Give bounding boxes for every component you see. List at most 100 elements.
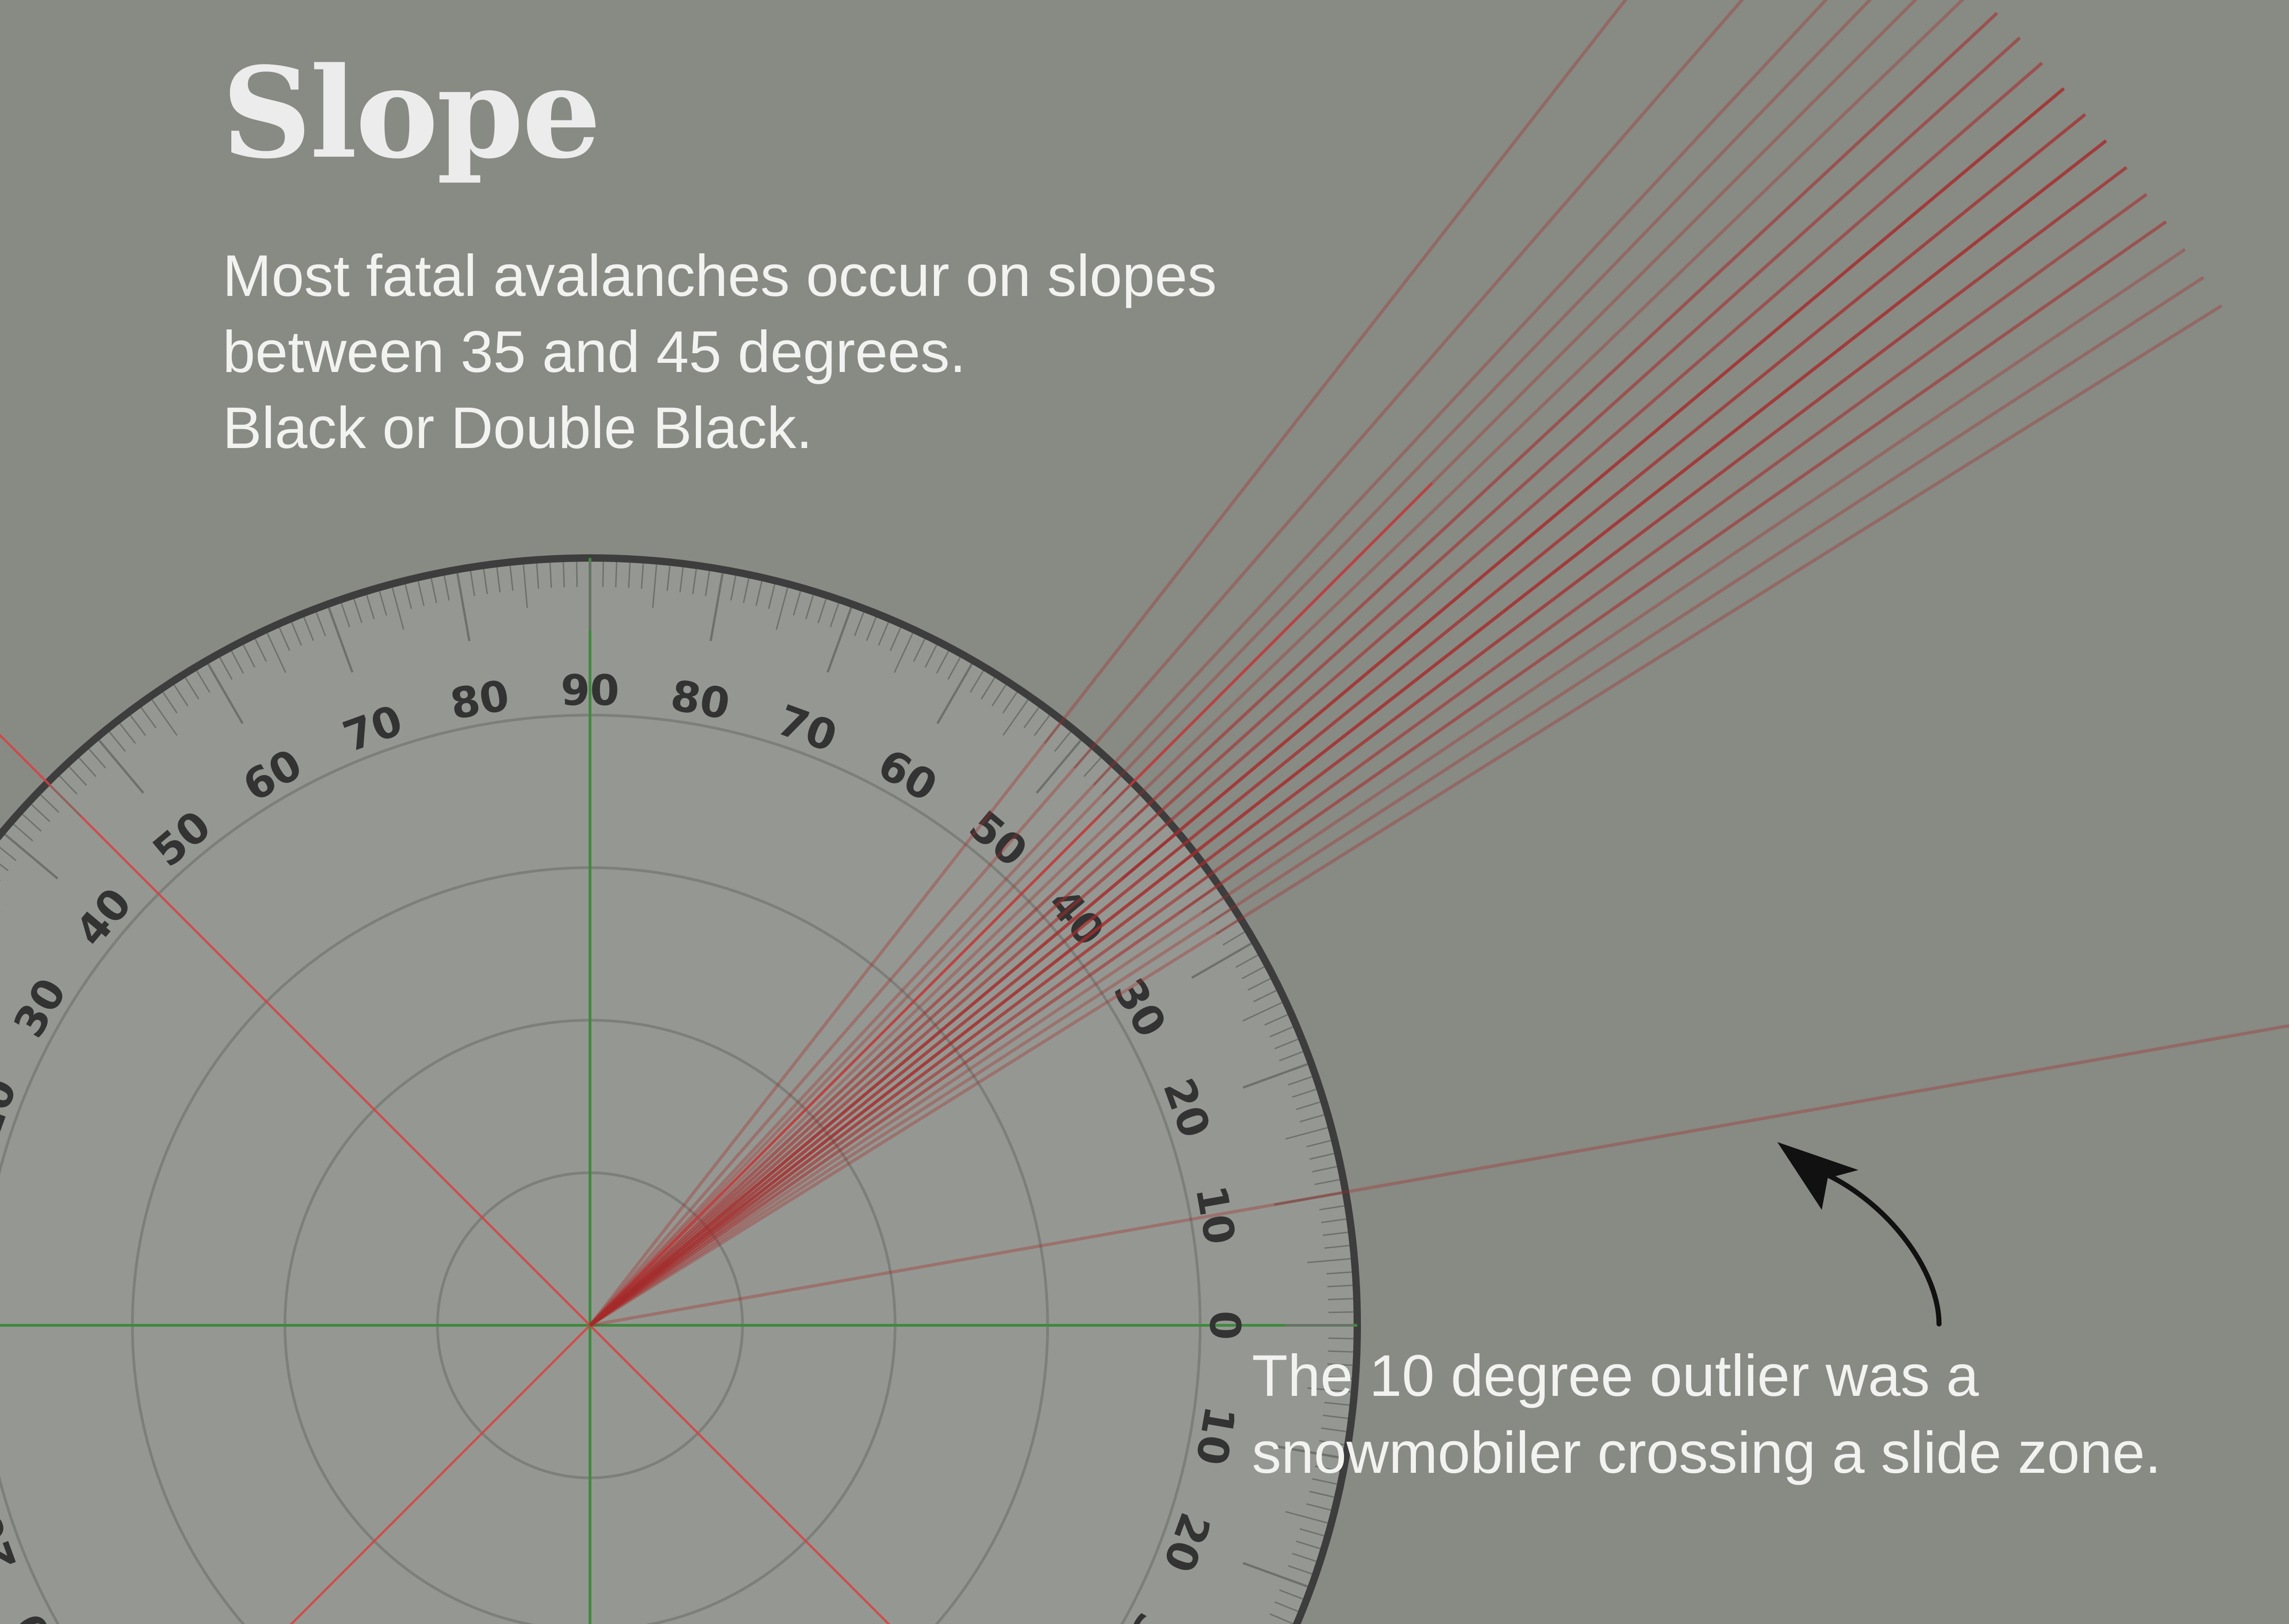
degree-tick bbox=[1202, 897, 1224, 913]
slope-ray bbox=[589, 0, 1965, 1327]
degree-tick bbox=[1138, 814, 1158, 832]
degree-tick bbox=[1179, 865, 1201, 882]
degree-tick bbox=[59, 775, 78, 795]
degree-tick bbox=[1315, 1465, 1340, 1472]
degree-tick bbox=[1247, 978, 1271, 991]
slope-ray bbox=[589, 139, 2107, 1327]
degree-tick bbox=[1288, 1565, 1312, 1575]
degree-tick bbox=[1102, 775, 1121, 795]
degree-tick bbox=[1002, 699, 1029, 736]
degree-tick bbox=[817, 599, 827, 623]
slope-ray bbox=[589, 139, 2107, 1327]
slope-ray bbox=[589, 139, 2107, 1327]
slope-ray bbox=[590, 1024, 2289, 1327]
degree-tick bbox=[1327, 1363, 1353, 1366]
slope-ray bbox=[589, 0, 1744, 1327]
degree-tick bbox=[119, 723, 136, 744]
degree-tick bbox=[1098, 785, 1131, 817]
slope-ray bbox=[589, 166, 2128, 1327]
protractor-face bbox=[0, 558, 1357, 1624]
degree-tick bbox=[893, 633, 913, 673]
slope-ray bbox=[589, 139, 2107, 1327]
degree-tick bbox=[267, 633, 287, 673]
degree-tick bbox=[776, 587, 788, 630]
degree-tick bbox=[1274, 1039, 1299, 1050]
slope-ray bbox=[589, 0, 1628, 1327]
degree-tick bbox=[162, 692, 178, 714]
slope-ray bbox=[589, 166, 2128, 1327]
slope-ray bbox=[589, 87, 2065, 1327]
degree-tick bbox=[1319, 1205, 1344, 1211]
degree-tick bbox=[709, 573, 724, 641]
annotation-arrow-shaft bbox=[1820, 1170, 1942, 1327]
slope-ray bbox=[589, 113, 2087, 1327]
degree-tick bbox=[69, 766, 87, 786]
degree-tick bbox=[379, 591, 388, 616]
degree-tick bbox=[1328, 1350, 1354, 1353]
slope-ray bbox=[589, 12, 1999, 1327]
degree-tick bbox=[878, 622, 889, 646]
degree-tick bbox=[1306, 1140, 1331, 1148]
slope-ray bbox=[589, 61, 2043, 1327]
degree-tick bbox=[1023, 707, 1040, 728]
degree-tick bbox=[705, 571, 710, 596]
slope-ray bbox=[589, 87, 2065, 1327]
axis-lines-layer bbox=[0, 482, 1433, 1624]
slope-ray bbox=[589, 113, 2087, 1327]
degree-tick bbox=[755, 581, 763, 606]
degree-tick bbox=[456, 573, 471, 641]
degree-tick bbox=[1296, 1540, 1321, 1549]
degree-label: 10 bbox=[1186, 1182, 1245, 1248]
degree-label: 0 bbox=[1201, 1311, 1250, 1340]
slope-ray bbox=[589, 113, 2087, 1327]
outlier-annotation: The 10 degree outlier was a snowmobiler … bbox=[1252, 1338, 2161, 1492]
degree-tick bbox=[1191, 942, 1252, 979]
degree-label: 80 bbox=[667, 671, 733, 729]
degree-tick bbox=[1324, 1245, 1350, 1249]
slope-ray bbox=[589, 87, 2065, 1327]
degree-tick bbox=[1327, 1285, 1353, 1288]
degree-tick bbox=[196, 670, 211, 693]
degree-tick bbox=[913, 639, 926, 662]
degree-tick bbox=[1242, 1002, 1283, 1022]
degree-tick bbox=[1307, 1387, 1351, 1393]
degree-tick bbox=[523, 564, 528, 608]
degree-tick bbox=[1309, 1491, 1334, 1498]
degree-tick bbox=[1222, 931, 1245, 946]
degree-tick bbox=[1121, 833, 1176, 880]
degree-tick bbox=[185, 677, 200, 700]
degree-tick bbox=[1312, 1478, 1337, 1485]
annotation-line-1: The 10 degree outlier was a bbox=[1252, 1343, 1979, 1409]
slope-ray bbox=[589, 61, 2043, 1327]
degree-tick bbox=[1147, 824, 1167, 842]
degree-tick bbox=[291, 622, 302, 646]
degree-tick bbox=[1300, 1528, 1324, 1537]
degree-tick bbox=[536, 563, 540, 589]
degree-tick bbox=[98, 739, 144, 794]
degree-tick bbox=[31, 804, 51, 822]
diagonal-guide-line bbox=[0, 733, 890, 1624]
degree-tick bbox=[254, 639, 267, 662]
degree-tick bbox=[279, 627, 290, 651]
degree-tick bbox=[1306, 1503, 1331, 1511]
degree-tick bbox=[392, 587, 404, 630]
degree-tick bbox=[483, 569, 488, 594]
degree-tick bbox=[509, 565, 514, 591]
slope-ray bbox=[589, 220, 2167, 1327]
annotation-arrow-head bbox=[1777, 1142, 1858, 1210]
degree-tick bbox=[1312, 1165, 1337, 1173]
degree-tick bbox=[1279, 1589, 1303, 1600]
degree-tick bbox=[854, 612, 864, 636]
degree-tick bbox=[1253, 990, 1277, 1002]
degree-tick bbox=[640, 563, 644, 589]
degree-tick bbox=[890, 627, 901, 651]
degree-tick bbox=[1264, 1014, 1288, 1026]
degree-tick bbox=[219, 657, 233, 680]
degree-tick bbox=[1002, 692, 1018, 714]
degree-tick bbox=[768, 584, 776, 609]
slope-ray bbox=[589, 0, 1918, 1327]
degree-tick bbox=[1328, 1298, 1354, 1301]
degree-label: 80 bbox=[447, 671, 513, 729]
subtitle-line-3: Black or Double Black. bbox=[223, 395, 813, 461]
degree-tick bbox=[1326, 1376, 1352, 1379]
